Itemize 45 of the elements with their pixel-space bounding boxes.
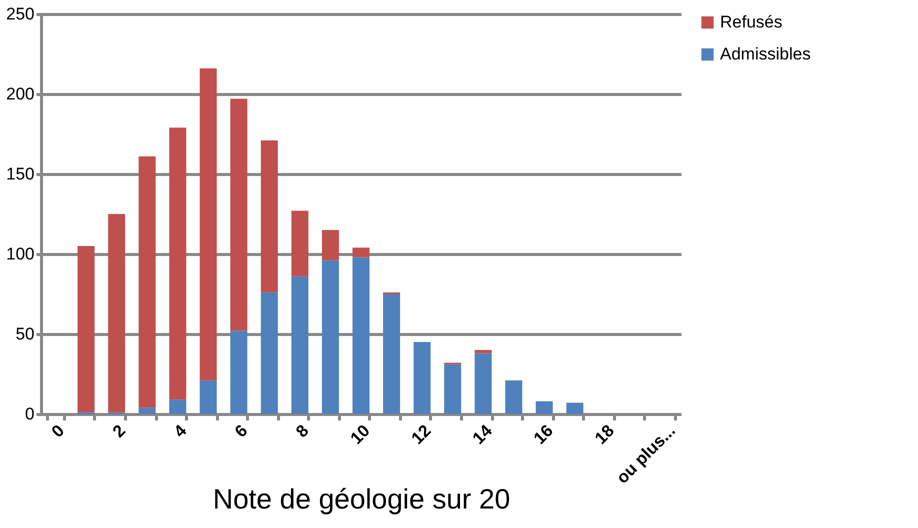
x-tick-label: 8 <box>292 421 312 442</box>
x-tick-label: 12 <box>408 421 435 448</box>
bar <box>322 260 339 414</box>
bar <box>566 402 584 414</box>
x-tick-label: 2 <box>109 421 130 442</box>
x-tick-label: 6 <box>231 421 252 442</box>
bar <box>230 98 248 331</box>
bar <box>352 248 370 258</box>
bar <box>230 330 248 414</box>
bar <box>474 350 492 354</box>
x-tick-label: 14 <box>468 420 496 448</box>
bar <box>260 140 278 292</box>
bar <box>444 364 462 414</box>
bar <box>536 401 553 414</box>
bar <box>78 246 95 412</box>
x-tick-label: 0 <box>48 421 68 442</box>
bar <box>169 400 186 414</box>
bar <box>414 342 431 414</box>
bar <box>200 68 217 380</box>
bar <box>352 257 370 414</box>
y-tick-label: 100 <box>6 244 34 264</box>
x-axis-title: Note de géologie sur 20 <box>212 484 510 515</box>
bar <box>169 128 186 400</box>
legend-label: Admissibles <box>720 44 811 64</box>
y-tick-label: 250 <box>6 4 34 24</box>
bar <box>260 292 278 414</box>
bar <box>322 230 339 260</box>
bar <box>138 156 156 408</box>
bar <box>505 380 522 414</box>
y-tick-label: 50 <box>16 324 34 344</box>
bar <box>291 210 308 276</box>
x-tick-label: 18 <box>591 421 618 448</box>
y-tick-label: 150 <box>6 164 34 184</box>
x-tick-label: 10 <box>346 421 374 448</box>
bar <box>108 214 126 412</box>
x-tick-label: 4 <box>170 420 191 442</box>
bar <box>291 276 308 414</box>
legend-label: Refusés <box>720 12 782 32</box>
bar <box>474 353 492 414</box>
bar <box>200 380 217 414</box>
y-tick-label: 0 <box>25 404 34 424</box>
y-tick-label: 200 <box>6 84 34 104</box>
x-tick-label: 16 <box>530 421 557 448</box>
bar <box>383 294 400 414</box>
bar <box>138 408 156 414</box>
